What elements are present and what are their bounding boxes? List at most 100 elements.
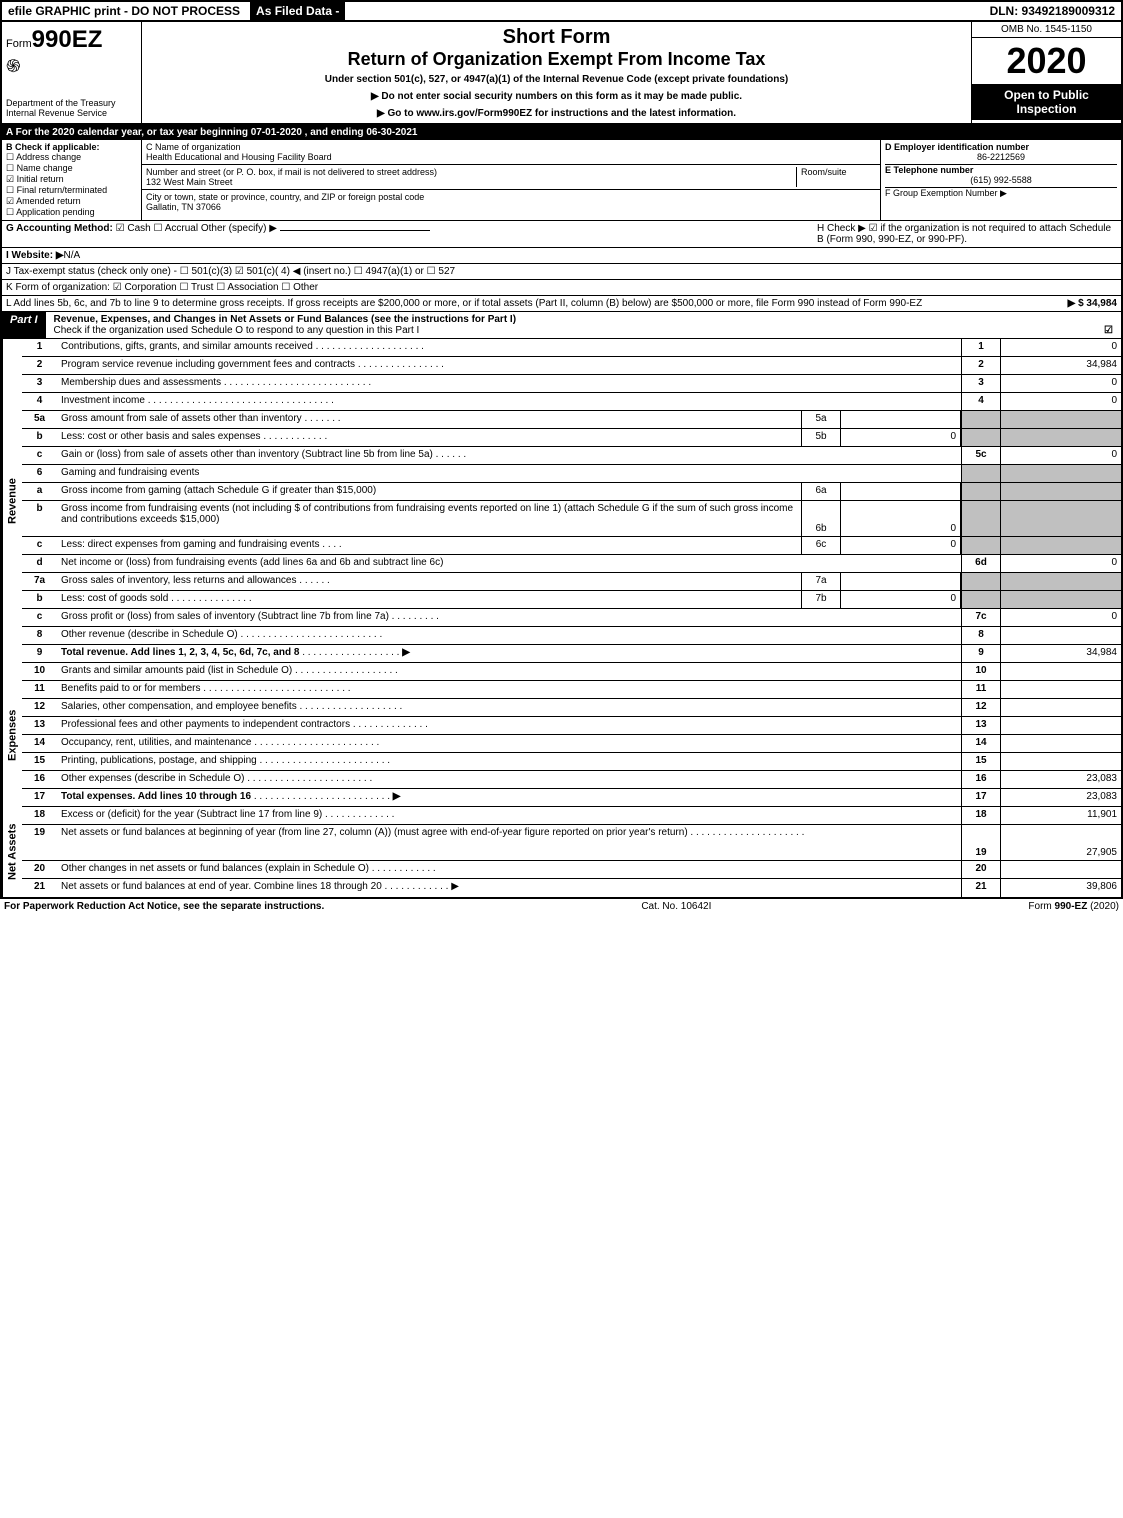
- line-6c-num: c: [22, 537, 57, 554]
- section-g: G Accounting Method: ☑ Cash ☐ Accrual Ot…: [6, 223, 817, 245]
- line-6c-shaded: [961, 537, 1001, 554]
- line-18-num: 18: [22, 807, 57, 824]
- initial-return-check[interactable]: ☑ Initial return: [6, 174, 137, 185]
- line-16-num: 16: [22, 771, 57, 788]
- line-15: 15 Printing, publications, postage, and …: [22, 753, 1121, 771]
- line-9-desc-text: Total revenue. Add lines 1, 2, 3, 4, 5c,…: [61, 647, 299, 658]
- final-return-check[interactable]: ☐ Final return/terminated: [6, 185, 137, 196]
- line-19-rnum: 19: [961, 825, 1001, 860]
- section-g-label: G Accounting Method:: [6, 223, 113, 234]
- line-15-rnum: 15: [961, 753, 1001, 770]
- city-block: City or town, state or province, country…: [142, 190, 880, 214]
- street-block: Number and street (or P. O. box, if mail…: [142, 165, 880, 190]
- line-13-desc: Professional fees and other payments to …: [57, 717, 961, 734]
- line-3-rnum: 3: [961, 375, 1001, 392]
- net-assets-section: Net Assets 18 Excess or (deficit) for th…: [2, 807, 1121, 897]
- line-7a-mval: [841, 573, 961, 590]
- other-text: Other (specify) ▶: [201, 223, 277, 234]
- line-6-shaded: [961, 465, 1001, 482]
- section-gh-row: G Accounting Method: ☑ Cash ☐ Accrual Ot…: [2, 221, 1121, 248]
- line-6a-mnum: 6a: [801, 483, 841, 500]
- section-h: H Check ▶ ☑ if the organization is not r…: [817, 223, 1117, 245]
- footer: For Paperwork Reduction Act Notice, see …: [0, 899, 1123, 914]
- city-value: Gallatin, TN 37066: [146, 202, 876, 212]
- line-1: 1 Contributions, gifts, grants, and simi…: [22, 339, 1121, 357]
- line-17-rnum: 17: [961, 789, 1001, 806]
- line-7b-desc-text: Less: cost of goods sold: [61, 593, 168, 604]
- part1-title: Revenue, Expenses, and Changes in Net As…: [46, 312, 1121, 338]
- form-number-block: Form990EZ: [6, 26, 137, 54]
- other-specify-line: [280, 230, 430, 231]
- application-pending-check[interactable]: ☐ Application pending: [6, 207, 137, 218]
- line-7c: c Gross profit or (loss) from sales of i…: [22, 609, 1121, 627]
- line-1-num: 1: [22, 339, 57, 356]
- line-7b-shaded: [961, 591, 1001, 608]
- line-3-num: 3: [22, 375, 57, 392]
- line-6-desc: Gaming and fundraising events: [57, 465, 961, 482]
- line-14-desc: Occupancy, rent, utilities, and maintena…: [57, 735, 961, 752]
- line-5c-num: c: [22, 447, 57, 464]
- line-7a-shaded-val: [1001, 573, 1121, 590]
- line-20-num: 20: [22, 861, 57, 878]
- line-12-desc: Salaries, other compensation, and employ…: [57, 699, 961, 716]
- line-2: 2 Program service revenue including gove…: [22, 357, 1121, 375]
- line-7a-desc-text: Gross sales of inventory, less returns a…: [61, 575, 296, 586]
- cash-check[interactable]: ☑ Cash: [116, 223, 151, 234]
- net-assets-vert-label: Net Assets: [2, 807, 22, 897]
- line-16-desc-text: Other expenses (describe in Schedule O): [61, 773, 244, 784]
- section-e-label: E Telephone number: [885, 165, 1117, 175]
- tax-year: 2020: [972, 38, 1121, 84]
- accrual-text: Accrual: [165, 223, 198, 234]
- address-change-text: Address change: [16, 152, 81, 162]
- line-20: 20 Other changes in net assets or fund b…: [22, 861, 1121, 879]
- address-change-check[interactable]: ☐ Address change: [6, 152, 137, 163]
- room-label: Room/suite: [796, 167, 876, 187]
- section-b-label: B Check if applicable:: [6, 142, 137, 152]
- application-pending-text: Application pending: [16, 207, 95, 217]
- line-6a-shaded: [961, 483, 1001, 500]
- line-5b-num: b: [22, 429, 57, 446]
- line-5a-desc: Gross amount from sale of assets other t…: [57, 411, 801, 428]
- website-value: N/A: [64, 250, 81, 261]
- line-14: 14 Occupancy, rent, utilities, and maint…: [22, 735, 1121, 753]
- line-8-val: [1001, 627, 1121, 644]
- line-10-desc: Grants and similar amounts paid (list in…: [57, 663, 961, 680]
- part1-header: Part I Revenue, Expenses, and Changes in…: [2, 312, 1121, 339]
- line-6b: b Gross income from fundraising events (…: [22, 501, 1121, 537]
- footer-left: For Paperwork Reduction Act Notice, see …: [4, 901, 324, 912]
- line-21-val: 39,806: [1001, 879, 1121, 897]
- name-change-check[interactable]: ☐ Name change: [6, 163, 137, 174]
- line-7c-desc: Gross profit or (loss) from sales of inv…: [57, 609, 961, 626]
- line-4: 4 Investment income . . . . . . . . . . …: [22, 393, 1121, 411]
- return-title: Return of Organization Exempt From Incom…: [146, 49, 967, 70]
- line-21-rnum: 21: [961, 879, 1001, 897]
- line-4-desc-text: Investment income: [61, 395, 145, 406]
- line-2-val: 34,984: [1001, 357, 1121, 374]
- expenses-vert-label: Expenses: [2, 663, 22, 807]
- other-check[interactable]: Other (specify) ▶: [201, 223, 277, 234]
- line-17-val: 23,083: [1001, 789, 1121, 806]
- section-l-amount: ▶ $ 34,984: [1068, 298, 1117, 309]
- line-13-desc-text: Professional fees and other payments to …: [61, 719, 350, 730]
- line-6c-desc: Less: direct expenses from gaming and fu…: [57, 537, 801, 554]
- line-6a-num: a: [22, 483, 57, 500]
- line-17-desc: Total expenses. Add lines 10 through 16 …: [57, 789, 961, 806]
- form-number: 990EZ: [32, 26, 103, 53]
- line-5a-mval: [841, 411, 961, 428]
- line-8-rnum: 8: [961, 627, 1001, 644]
- initial-return-text: Initial return: [17, 174, 64, 184]
- line-15-num: 15: [22, 753, 57, 770]
- amended-return-check[interactable]: ☑ Amended return: [6, 196, 137, 207]
- accrual-check[interactable]: ☐ Accrual: [154, 223, 199, 234]
- line-20-desc: Other changes in net assets or fund bala…: [57, 861, 961, 878]
- footer-center: Cat. No. 10642I: [641, 901, 711, 912]
- section-d-label: D Employer identification number: [885, 142, 1117, 152]
- line-10-val: [1001, 663, 1121, 680]
- line-4-rnum: 4: [961, 393, 1001, 410]
- line-3-val: 0: [1001, 375, 1121, 392]
- section-f-label: F Group Exemption Number ▶: [885, 188, 1117, 199]
- line-7b-mval: 0: [841, 591, 961, 608]
- open-public-label: Open to Public Inspection: [972, 84, 1121, 120]
- info-row: B Check if applicable: ☐ Address change …: [2, 140, 1121, 221]
- line-2-num: 2: [22, 357, 57, 374]
